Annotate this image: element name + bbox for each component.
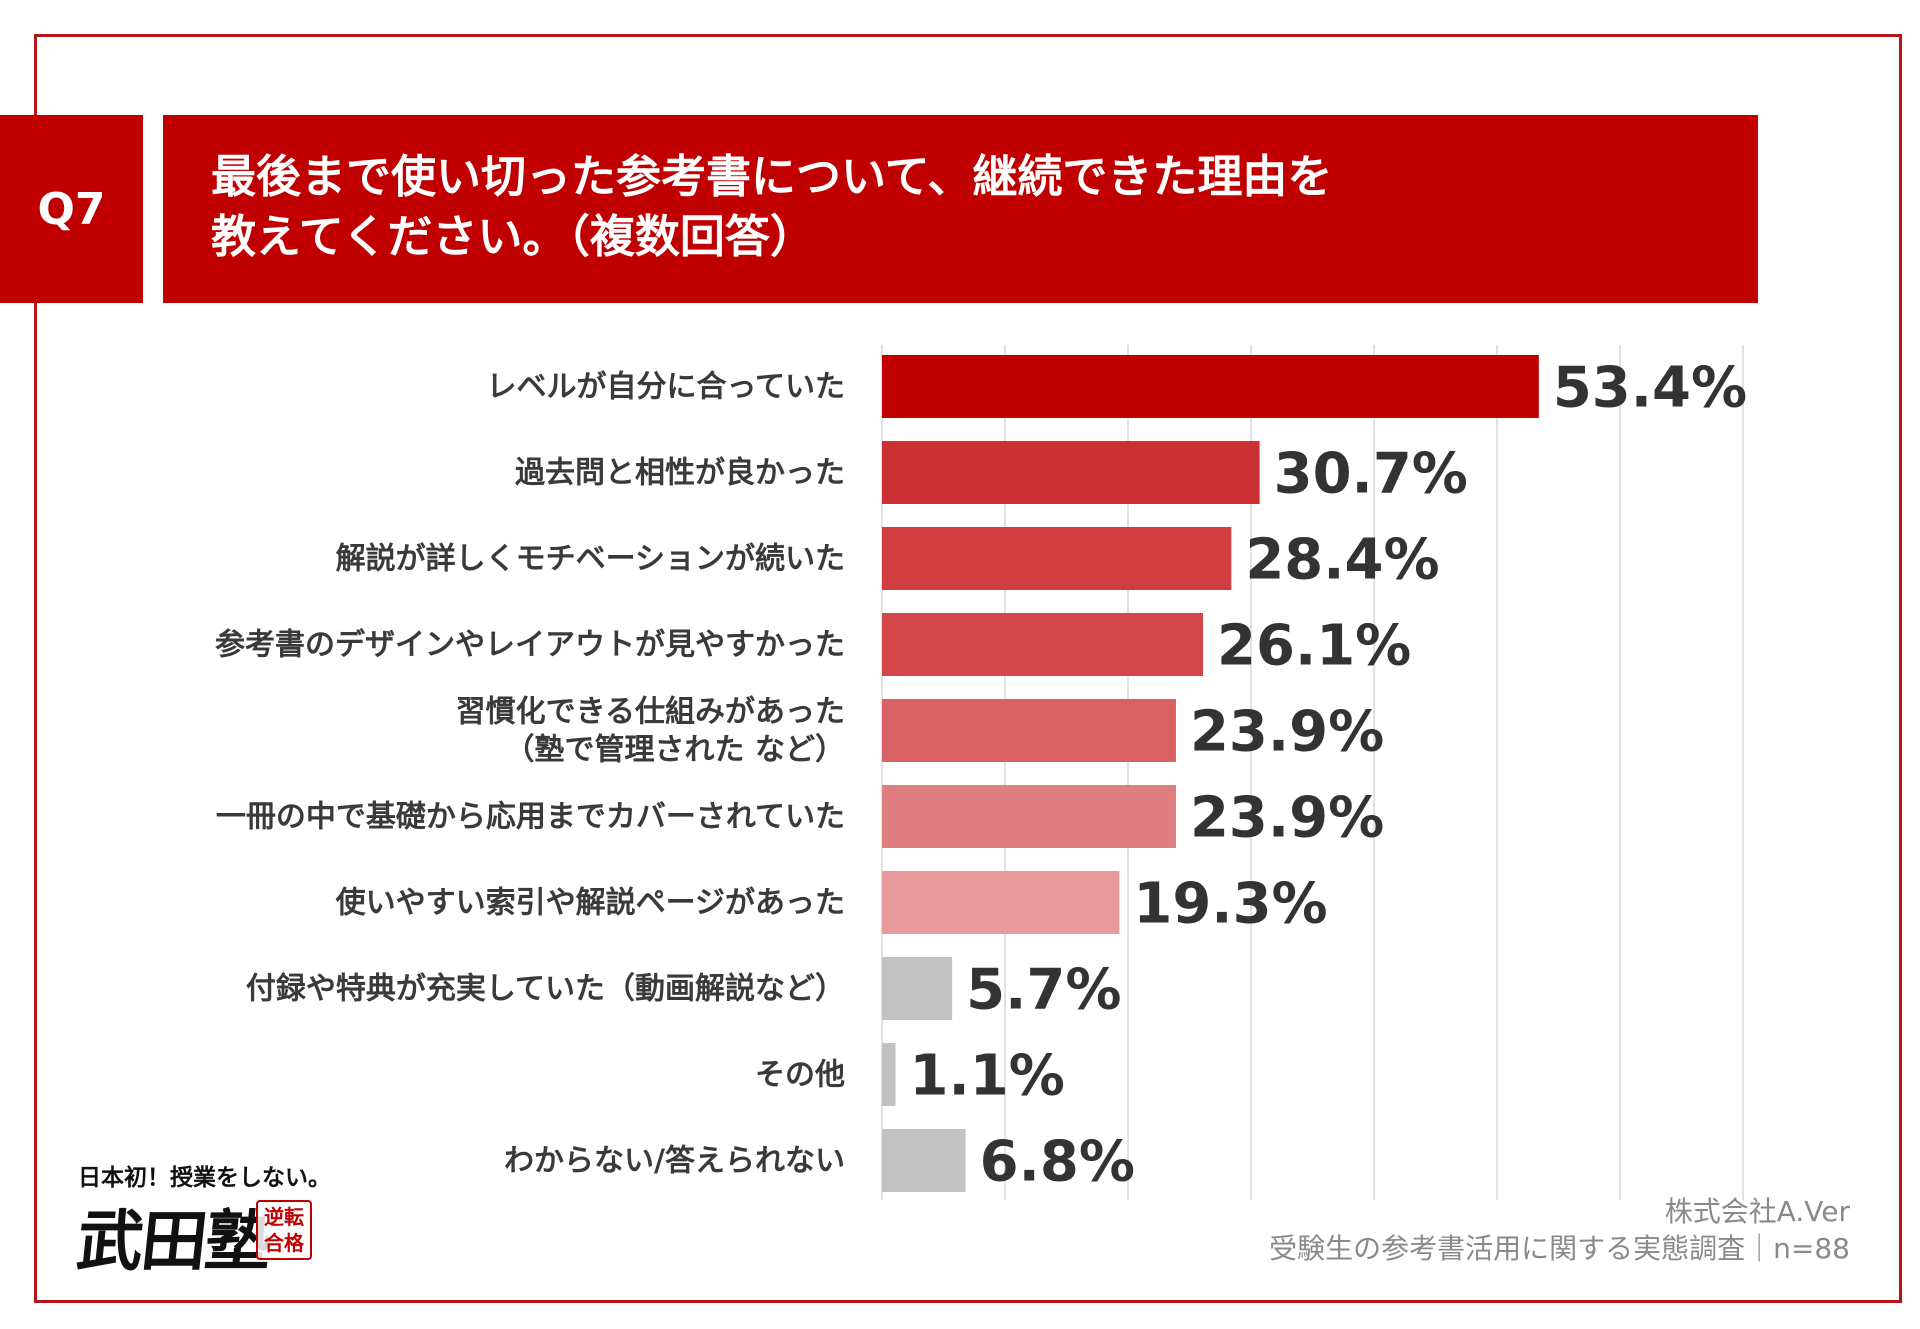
value-label: 23.9%	[1190, 700, 1384, 765]
category-labels: レベルが自分に合っていた過去問と相性が良かった解説が詳しくモチベーションが続いた…	[215, 370, 845, 1179]
bar	[882, 355, 1539, 418]
source-survey: 受験生の参考書活用に関する実態調査｜n=88	[1269, 1232, 1850, 1265]
bar	[882, 957, 953, 1020]
question-title-line-2: 教えてください。（複数回答）	[211, 210, 815, 263]
bar	[882, 527, 1232, 590]
value-label: 53.4%	[1553, 356, 1747, 421]
category-label: 参考書のデザインやレイアウトが見やすかった	[215, 628, 845, 663]
category-label: その他	[755, 1058, 845, 1093]
category-label: 付録や特典が充実していた（動画解説など）	[246, 972, 845, 1007]
category-label: わからない/答えられない	[504, 1144, 845, 1179]
value-labels: 53.4% 30.7% 28.4% 26.1% 23.9% 23.9% 19.3%5.7% 1…	[910, 356, 1748, 1195]
value-label: 23.9%	[1190, 786, 1384, 851]
bar	[882, 871, 1120, 934]
value-label: 30.7%	[1274, 442, 1468, 507]
value-label: 19.3%	[1133, 872, 1327, 937]
value-label: 6.8%	[980, 1130, 1135, 1195]
value-label: 1.1%	[910, 1044, 1065, 1109]
category-label: 過去問と相性が良かった	[515, 456, 845, 491]
question-title-line-1: 最後まで使い切った参考書について、継続できた理由を	[211, 150, 1333, 203]
category-label: 解説が詳しくモチベーションが続いた	[336, 542, 845, 577]
takedajuku-logo: 日本初！授業をしない。 武田塾 逆転合格	[73, 1158, 331, 1280]
question-number-badge: Q7	[0, 115, 143, 303]
source-note: 株式会社A.Ver 受験生の参考書活用に関する実態調査｜n=88	[1269, 1193, 1850, 1267]
bars	[882, 355, 1539, 1192]
category-label: 使いやすい索引や解説ページがあった	[335, 886, 845, 921]
outer-frame	[34, 34, 1902, 1303]
question-title: 最後まで使い切った参考書について、継続できた理由を 教えてください。（複数回答）	[163, 115, 1758, 303]
source-company: 株式会社A.Ver	[1664, 1195, 1850, 1228]
category-label: 習慣化できる仕組みがあった（塾で管理された など）	[456, 695, 845, 768]
value-label: 28.4%	[1245, 528, 1439, 593]
bar	[882, 1129, 966, 1192]
category-label: 一冊の中で基礎から応用までカバーされていた	[216, 800, 845, 835]
logo-wordmark: 武田塾	[73, 1202, 274, 1280]
value-label: 26.1%	[1217, 614, 1411, 679]
logo-tagline: 日本初！授業をしない。	[78, 1164, 331, 1191]
value-label: 5.7%	[966, 958, 1121, 1023]
bar	[882, 699, 1176, 762]
bar	[882, 441, 1260, 504]
bar	[882, 613, 1204, 676]
category-label: レベルが自分に合っていた	[487, 370, 846, 405]
logo-seal: 逆転合格	[256, 1200, 312, 1260]
bar	[882, 785, 1176, 848]
bar	[882, 1043, 896, 1106]
question-number: Q7	[37, 183, 106, 235]
